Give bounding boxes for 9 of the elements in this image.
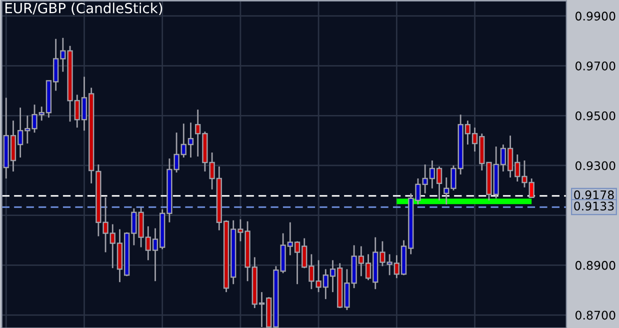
chart-title: EUR/GBP (CandleStick) [5,2,162,16]
y-tick-label: 0.9500 [575,111,616,120]
y-tick-label: 0.8900 [575,260,616,270]
y-tick-label: 0.9700 [575,62,616,70]
ref-line-label: 0.9133 [574,202,614,211]
y-tick-label: 0.9300 [575,161,616,170]
y-tick-label: 0.9900 [575,12,616,21]
y-tick-label: 0.8700 [575,310,616,320]
ref-line-label: 0.9178 [574,190,614,200]
